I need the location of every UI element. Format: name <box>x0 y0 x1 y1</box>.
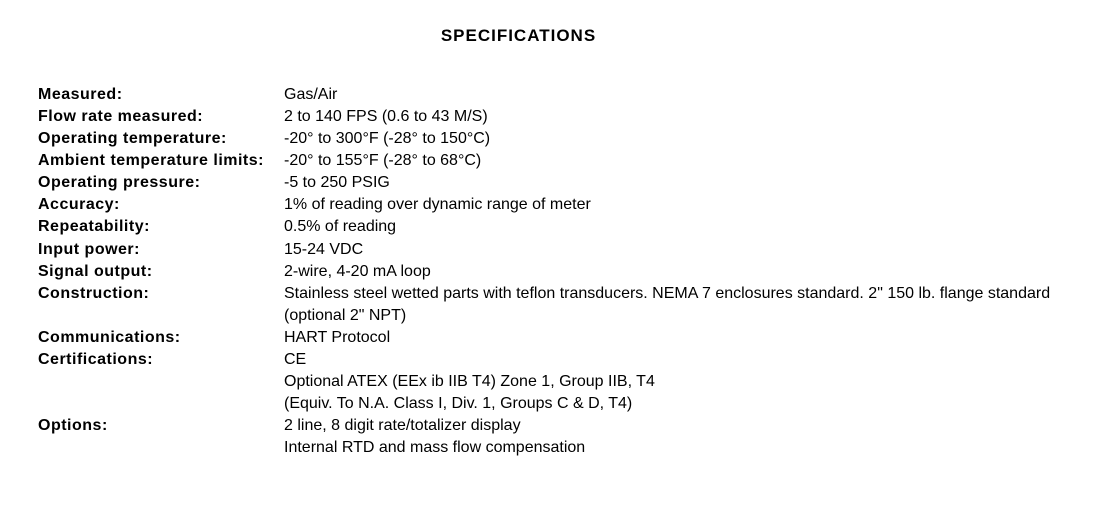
spec-row: Flow rate measured:2 to 140 FPS (0.6 to … <box>38 106 1097 128</box>
spec-value-line: 2 to 140 FPS (0.6 to 43 M/S) <box>284 106 1057 128</box>
spec-value-line: 15-24 VDC <box>284 239 1057 261</box>
spec-value-line: 2 line, 8 digit rate/totalizer display <box>284 415 1057 437</box>
spec-value-line: CE <box>284 349 1057 371</box>
spec-value: 1% of reading over dynamic range of mete… <box>284 194 1097 216</box>
spec-table: Measured:Gas/AirFlow rate measured:2 to … <box>38 84 1097 459</box>
spec-label: Operating temperature: <box>38 128 284 150</box>
spec-value-line: 0.5% of reading <box>284 216 1057 238</box>
spec-label: Accuracy: <box>38 194 284 216</box>
spec-label: Signal output: <box>38 261 284 283</box>
spec-value: Gas/Air <box>284 84 1097 106</box>
spec-row: Repeatability:0.5% of reading <box>38 216 1097 238</box>
spec-label: Construction: <box>38 283 284 305</box>
spec-value-line: Gas/Air <box>284 84 1057 106</box>
spec-value: -20° to 155°F (-28° to 68°C) <box>284 150 1097 172</box>
spec-value-line: -5 to 250 PSIG <box>284 172 1057 194</box>
spec-value: HART Protocol <box>284 327 1097 349</box>
spec-value: CEOptional ATEX (EEx ib IIB T4) Zone 1, … <box>284 349 1097 415</box>
spec-value: 0.5% of reading <box>284 216 1097 238</box>
spec-row: Operating pressure:-5 to 250 PSIG <box>38 172 1097 194</box>
spec-row: Certifications:CEOptional ATEX (EEx ib I… <box>38 349 1097 415</box>
spec-label: Input power: <box>38 239 284 261</box>
spec-value-line: (Equiv. To N.A. Class I, Div. 1, Groups … <box>284 393 1057 415</box>
spec-value: -5 to 250 PSIG <box>284 172 1097 194</box>
spec-label: Measured: <box>38 84 284 106</box>
spec-value-line: Optional ATEX (EEx ib IIB T4) Zone 1, Gr… <box>284 371 1057 393</box>
spec-label: Flow rate measured: <box>38 106 284 128</box>
spec-value-line: Internal RTD and mass flow compensation <box>284 437 1057 459</box>
spec-value: Stainless steel wetted parts with teflon… <box>284 283 1097 327</box>
spec-value: 15-24 VDC <box>284 239 1097 261</box>
spec-value-line: 2-wire, 4-20 mA loop <box>284 261 1057 283</box>
spec-label: Options: <box>38 415 284 437</box>
spec-value: 2 line, 8 digit rate/totalizer displayIn… <box>284 415 1097 459</box>
spec-label: Ambient temperature limits: <box>38 150 284 172</box>
spec-value: 2-wire, 4-20 mA loop <box>284 261 1097 283</box>
spec-row: Accuracy:1% of reading over dynamic rang… <box>38 194 1097 216</box>
spec-value-line: -20° to 155°F (-28° to 68°C) <box>284 150 1057 172</box>
spec-row: Input power:15-24 VDC <box>38 239 1097 261</box>
spec-value-line: 1% of reading over dynamic range of mete… <box>284 194 1057 216</box>
spec-row: Options:2 line, 8 digit rate/totalizer d… <box>38 415 1097 459</box>
spec-value-line: -20° to 300°F (-28° to 150°C) <box>284 128 1057 150</box>
spec-row: Communications:HART Protocol <box>38 327 1097 349</box>
spec-label: Certifications: <box>38 349 284 371</box>
spec-label: Communications: <box>38 327 284 349</box>
spec-value-line: HART Protocol <box>284 327 1057 349</box>
spec-value-line: Stainless steel wetted parts with teflon… <box>284 283 1057 327</box>
spec-row: Measured:Gas/Air <box>38 84 1097 106</box>
spec-row: Signal output:2-wire, 4-20 mA loop <box>38 261 1097 283</box>
spec-row: Construction:Stainless steel wetted part… <box>38 283 1097 327</box>
spec-value: -20° to 300°F (-28° to 150°C) <box>284 128 1097 150</box>
spec-label: Operating pressure: <box>38 172 284 194</box>
page-heading: SPECIFICATIONS <box>0 0 1097 84</box>
spec-row: Ambient temperature limits:-20° to 155°F… <box>38 150 1097 172</box>
spec-label: Repeatability: <box>38 216 284 238</box>
spec-value: 2 to 140 FPS (0.6 to 43 M/S) <box>284 106 1097 128</box>
spec-row: Operating temperature:-20° to 300°F (-28… <box>38 128 1097 150</box>
